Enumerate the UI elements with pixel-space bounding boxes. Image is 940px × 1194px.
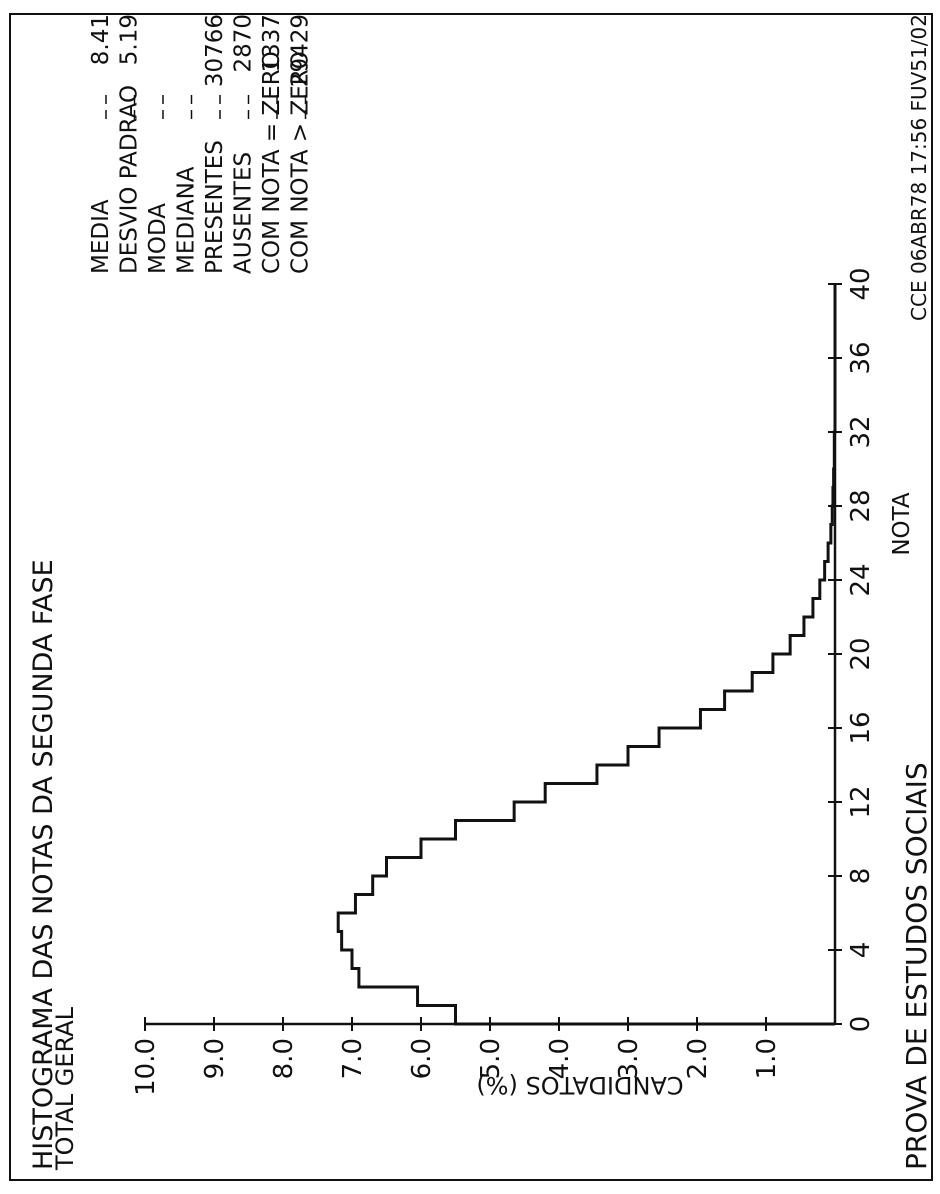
y-tick-label: 7.0 [338,1038,368,1079]
histogram-bar [804,617,835,636]
histogram-bar [456,1006,836,1025]
histogram-bar [833,488,835,507]
x-tick-label: 24 [846,563,876,596]
stat-label: MEDIANA [174,166,200,274]
histogram-bar [773,654,835,673]
y-tick-label: 10.0 [131,1038,161,1096]
histogram-bar [597,765,835,784]
histogram-bar [828,543,835,562]
histogram-bar [352,950,835,969]
histogram-bars [338,432,835,1024]
chart-title: HISTOGRAMA DAS NOTAS DA SEGUNDA FASE [28,559,59,1170]
stat-label: MEDIA [88,199,114,274]
histogram-bar [834,432,835,451]
footer-exam-name: PROVA DE ESTUDOS SOCIAIS [900,762,933,1170]
stat-label: COM NOTA > ZERO [288,51,314,274]
x-tick-label: 4 [846,942,876,959]
x-tick-label: 12 [846,785,876,818]
histogram-bar [834,469,835,488]
stat-value: 30766 [202,14,228,87]
stat-value: 8.41 [88,14,114,65]
histogram-bar [831,525,835,544]
x-tick-label: 40 [846,267,876,300]
chart-subtitle: TOTAL GERAL [51,1006,79,1171]
histogram-bar [790,636,835,655]
histogram-bar [373,876,835,895]
y-tick-label: 1.0 [752,1038,782,1079]
histogram-bar [825,562,835,581]
y-tick-label: 3.0 [614,1038,644,1079]
stat-label: COM NOTA = ZERO [259,51,285,274]
histogram-bar [832,506,835,525]
x-tick-label: 8 [846,868,876,885]
histogram-bar [813,599,835,618]
histogram-bar [700,710,835,729]
histogram-bar [834,451,835,470]
stat-value: 2870 [231,14,257,73]
histogram-bar [725,691,835,710]
y-tick-label: 5.0 [476,1038,506,1079]
histogram-bar [628,747,835,766]
y-tick-label: 9.0 [200,1038,230,1079]
y-axis-label: CANDIDATOS (%) [476,1071,683,1099]
stat-value: 1337 [259,14,285,73]
stat-label: DESVIO PADRAO [117,85,143,274]
histogram-bar [359,969,835,988]
y-tick-label: 4.0 [545,1038,575,1079]
histogram-bar [421,839,835,858]
stat-label: MODA [145,203,171,274]
histogram-bar [514,802,835,821]
y-tick-label: 8.0 [269,1038,299,1079]
x-axis-label: NOTA [889,492,915,556]
histogram-bar [456,821,836,840]
stat-label: AUSENTES [231,152,257,274]
stat-label: PRESENTES [202,140,228,274]
histogram-bar [820,580,835,599]
histogram-bar [355,895,835,914]
header: HISTOGRAMA DAS NOTAS DA SEGUNDA FASE TOT… [28,559,79,1171]
footer-run-info: CCE 06ABR78 17:56 FUV51/02 [907,14,931,321]
histogram-bar [659,728,835,747]
y-tick-label: 2.0 [683,1038,713,1079]
y-tick-label: 6.0 [407,1038,437,1079]
x-tick-label: 20 [846,637,876,670]
histogram-bar [338,913,835,932]
page-border [9,13,933,1181]
x-tick-label: 16 [846,711,876,744]
x-tick-label: 0 [846,1016,876,1033]
histogram-bar [387,858,836,877]
stat-value: 5.19 [117,14,143,65]
histogram-bar [342,932,835,951]
histogram-series-line [336,284,837,1026]
histogram-bar [752,673,835,692]
x-tick-label: 36 [846,341,876,374]
stat-value: 29429 [288,14,314,87]
histogram-bar [418,987,835,1006]
histogram-bar [545,784,835,803]
x-tick-label: 28 [846,489,876,522]
x-tick-label: 32 [846,415,876,448]
